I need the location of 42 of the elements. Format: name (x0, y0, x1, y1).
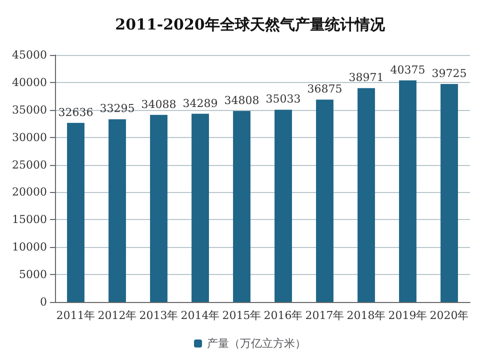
chart-title: 2011-2020年全球天然气产量统计情况 (115, 16, 386, 34)
y-tick-label: 0 (40, 296, 47, 308)
bar (67, 122, 84, 302)
data-label: 34088 (141, 98, 176, 111)
data-label: 32636 (58, 106, 94, 119)
y-tick-label: 45000 (12, 48, 47, 62)
x-tick-label: 2020年 (430, 309, 469, 322)
bar (399, 80, 416, 302)
y-tick-label: 25000 (12, 158, 47, 172)
data-label: 35033 (266, 92, 301, 106)
y-tick-label: 30000 (12, 130, 47, 144)
x-tick-label: 2017年 (305, 309, 344, 322)
data-label: 36875 (307, 82, 342, 96)
x-tick-label: 2019年 (388, 309, 428, 322)
y-tick-label: 35000 (12, 103, 47, 116)
legend-label: 产量（万亿立方米） (207, 337, 306, 350)
data-label: 39725 (432, 66, 467, 80)
bar (274, 110, 292, 302)
data-label: 34808 (224, 94, 260, 107)
bar (358, 88, 375, 302)
y-tick-label: 20000 (12, 186, 47, 199)
y-tick-label: 5000 (19, 268, 47, 282)
x-tick-label: 2012年 (98, 309, 137, 322)
bar (150, 114, 168, 302)
x-tick-label: 2011年 (56, 309, 96, 322)
bar (108, 119, 126, 302)
x-tick-label: 2016年 (264, 309, 303, 322)
bar (316, 100, 334, 302)
bar (233, 110, 250, 302)
data-label: 33295 (100, 102, 135, 116)
x-tick-label: 2014年 (180, 309, 220, 322)
y-tick-label: 15000 (12, 213, 47, 226)
bar (192, 114, 209, 302)
x-tick-label: 2018年 (346, 309, 386, 322)
y-tick-label: 40000 (12, 76, 47, 89)
x-tick-label: 2013年 (139, 309, 178, 322)
y-tick-label: 10000 (12, 240, 47, 254)
data-label: 38971 (348, 71, 384, 84)
bar (440, 84, 458, 302)
data-label: 34289 (182, 96, 218, 110)
x-tick-label: 2015年 (222, 309, 262, 322)
data-label: 40375 (390, 63, 426, 76)
